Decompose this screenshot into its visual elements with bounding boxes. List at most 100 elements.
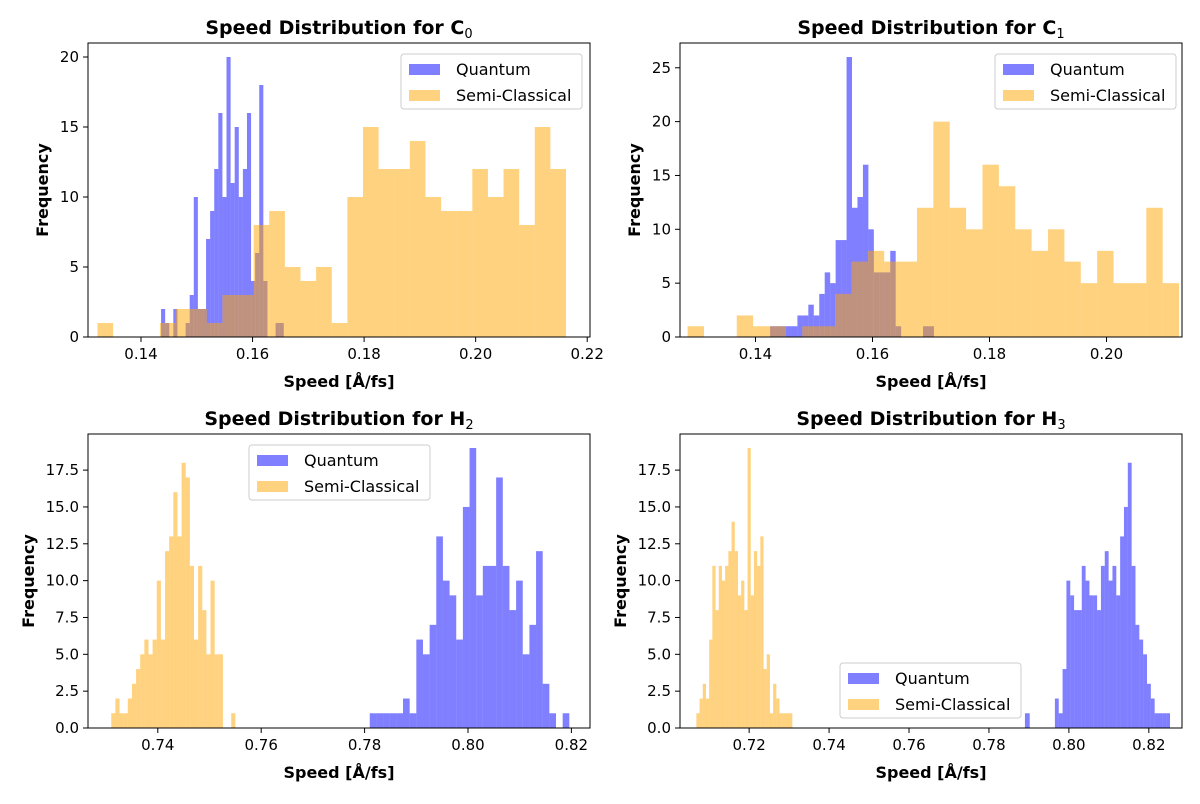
- histogram-bar: [394, 169, 410, 337]
- histogram-bar: [819, 293, 825, 337]
- histogram-bar: [369, 713, 377, 728]
- y-tick-label: 7.5: [55, 608, 79, 626]
- histogram-bar: [383, 713, 390, 728]
- histogram-bar: [757, 565, 761, 728]
- histogram-bar: [741, 580, 745, 728]
- y-tick-label: 20: [652, 113, 671, 131]
- x-tick-label: 0.80: [451, 736, 484, 754]
- x-axis-label: Speed [Å/fs]: [875, 372, 986, 391]
- histogram-bar: [702, 683, 706, 728]
- histogram-bar: [1100, 565, 1105, 728]
- histogram-bar: [482, 565, 490, 728]
- series-quantum: [369, 448, 570, 728]
- series-semi-classical: [696, 448, 793, 728]
- x-tick-label: 0.20: [459, 345, 492, 363]
- histogram-bar: [316, 267, 332, 337]
- histogram-bar: [177, 536, 182, 728]
- histogram-bar: [231, 713, 236, 728]
- x-tick-label: 0.76: [244, 736, 277, 754]
- histogram-bar: [169, 536, 174, 728]
- histogram-bar: [728, 551, 732, 728]
- chart-title: Speed Distribution for C0: [205, 17, 472, 42]
- histogram-bar: [1031, 250, 1049, 337]
- histogram-bar: [830, 283, 836, 337]
- histogram-bar: [1097, 610, 1101, 728]
- histogram-bar: [1070, 595, 1075, 728]
- y-tick-label: 25: [652, 59, 671, 77]
- histogram-bar: [1158, 713, 1163, 728]
- histogram-bar: [253, 225, 270, 337]
- y-tick-label: 10.0: [638, 572, 671, 590]
- histogram-bar: [347, 197, 363, 337]
- histogram-bar: [136, 669, 141, 728]
- histogram-bar: [862, 164, 869, 337]
- histogram-bar: [982, 164, 999, 337]
- histogram-bar: [1129, 283, 1147, 337]
- legend-label: Quantum: [304, 451, 379, 470]
- histogram-bar: [152, 639, 157, 728]
- histogram-bar: [206, 323, 223, 337]
- histogram-bar: [737, 595, 742, 728]
- subplot-3: 0.72 0.74 0.76 0.78 0.80 0.82 0.0 2.5 5.0 7.5 10.0…: [611, 408, 1183, 782]
- chart-title: Speed Distribution for C1: [797, 17, 1064, 42]
- histogram-bar: [835, 293, 852, 337]
- histogram-bar: [269, 211, 285, 337]
- histogram-bar: [403, 698, 410, 728]
- histogram-bar: [718, 565, 722, 728]
- x-axis-label: Speed [Å/fs]: [283, 372, 394, 391]
- y-tick-label: 5.0: [647, 645, 671, 663]
- histogram-bar: [1154, 713, 1159, 728]
- histogram-bar: [725, 565, 729, 728]
- histogram-bar: [362, 127, 379, 337]
- chart-title: Speed Distribution for H3: [796, 408, 1065, 433]
- histogram-bar: [1081, 565, 1086, 728]
- histogram-bar: [429, 624, 437, 728]
- histogram-bar: [416, 639, 423, 728]
- histogram-bar: [1116, 595, 1121, 728]
- legend-label: Quantum: [1050, 60, 1125, 79]
- histogram-bar: [1108, 580, 1113, 728]
- histogram-bar: [712, 565, 716, 728]
- histogram-bar: [791, 326, 798, 337]
- histogram-bar: [709, 639, 713, 728]
- histogram-bar: [97, 323, 114, 337]
- legend: Quantum Semi-Classical: [994, 53, 1177, 110]
- x-tick-label: 0.18: [347, 345, 380, 363]
- x-tick-label: 0.76: [892, 736, 925, 754]
- histogram-bar: [1080, 283, 1098, 337]
- histogram-bar: [851, 261, 868, 337]
- chart-title: Speed Distribution for H2: [204, 408, 473, 433]
- histogram-bar: [246, 113, 252, 337]
- histogram-bar: [226, 57, 231, 337]
- x-tick-label: 0.78: [972, 736, 1005, 754]
- legend-swatch: [848, 699, 879, 710]
- legend-swatch: [409, 90, 440, 101]
- histogram-bar: [736, 315, 754, 337]
- histogram-bar: [824, 272, 831, 337]
- histogram-bar: [696, 713, 700, 728]
- histogram-bar: [1166, 713, 1171, 728]
- histogram-bar: [331, 323, 348, 337]
- histogram-bar: [835, 240, 842, 337]
- histogram-bar: [705, 698, 710, 728]
- legend: Quantum Semi-Classical: [839, 662, 1022, 719]
- legend-box: [400, 53, 583, 110]
- histogram-bar: [1085, 580, 1090, 728]
- histogram-bar: [222, 197, 227, 337]
- histogram-bar: [731, 521, 735, 728]
- axes-frame: [679, 42, 1183, 338]
- histogram-bar: [549, 713, 557, 728]
- histogram-bar: [502, 565, 510, 728]
- x-tick-label: 0.72: [732, 736, 765, 754]
- histogram-bar: [214, 654, 219, 728]
- y-tick-label: 20: [60, 48, 79, 66]
- histogram-bar: [734, 551, 738, 728]
- y-tick-label: 12.5: [638, 535, 671, 553]
- histogram-bar: [300, 281, 317, 337]
- histogram-bar: [1146, 207, 1163, 337]
- y-tick-label: 2.5: [55, 682, 79, 700]
- histogram-bar: [436, 536, 443, 728]
- histogram-bar: [776, 698, 780, 728]
- legend-label: Quantum: [895, 669, 970, 688]
- y-tick-label: 0: [69, 328, 79, 346]
